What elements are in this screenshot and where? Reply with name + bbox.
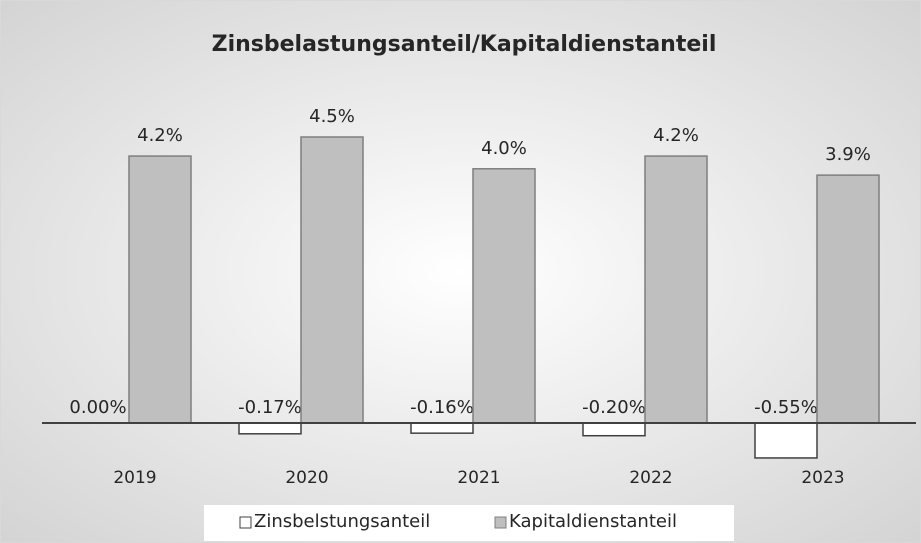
bar (410, 422, 474, 434)
data-label: 0.00% (69, 397, 126, 418)
data-label: 4.2% (653, 125, 699, 146)
data-label: 3.9% (825, 144, 871, 165)
data-label: -0.17% (238, 397, 302, 418)
data-label: -0.16% (410, 397, 474, 418)
data-label: 4.0% (481, 138, 527, 159)
legend-box (204, 505, 734, 541)
bar (300, 136, 364, 424)
data-label: 4.5% (309, 106, 355, 127)
chart-title: Zinsbelastungsanteil/Kapitaldienstanteil (212, 32, 717, 57)
x-tick-label: 2023 (801, 468, 844, 488)
x-tick-label: 2021 (457, 468, 500, 488)
bar (644, 155, 708, 424)
x-tick-label: 2022 (629, 468, 672, 488)
bar (754, 422, 818, 459)
data-label: 4.2% (137, 125, 183, 146)
legend-label: Zinsbelstungsanteil (254, 511, 430, 532)
legend-swatch (239, 516, 252, 529)
x-tick-label: 2020 (285, 468, 328, 488)
legend-swatch (494, 516, 507, 529)
legend-label: Kapitaldienstanteil (509, 511, 677, 532)
bar (238, 422, 302, 435)
bar (816, 174, 880, 424)
data-label: -0.55% (754, 397, 818, 418)
bar (472, 168, 536, 424)
bar (582, 422, 646, 437)
x-tick-label: 2019 (113, 468, 156, 488)
data-label: -0.20% (582, 397, 646, 418)
bar (128, 155, 192, 424)
